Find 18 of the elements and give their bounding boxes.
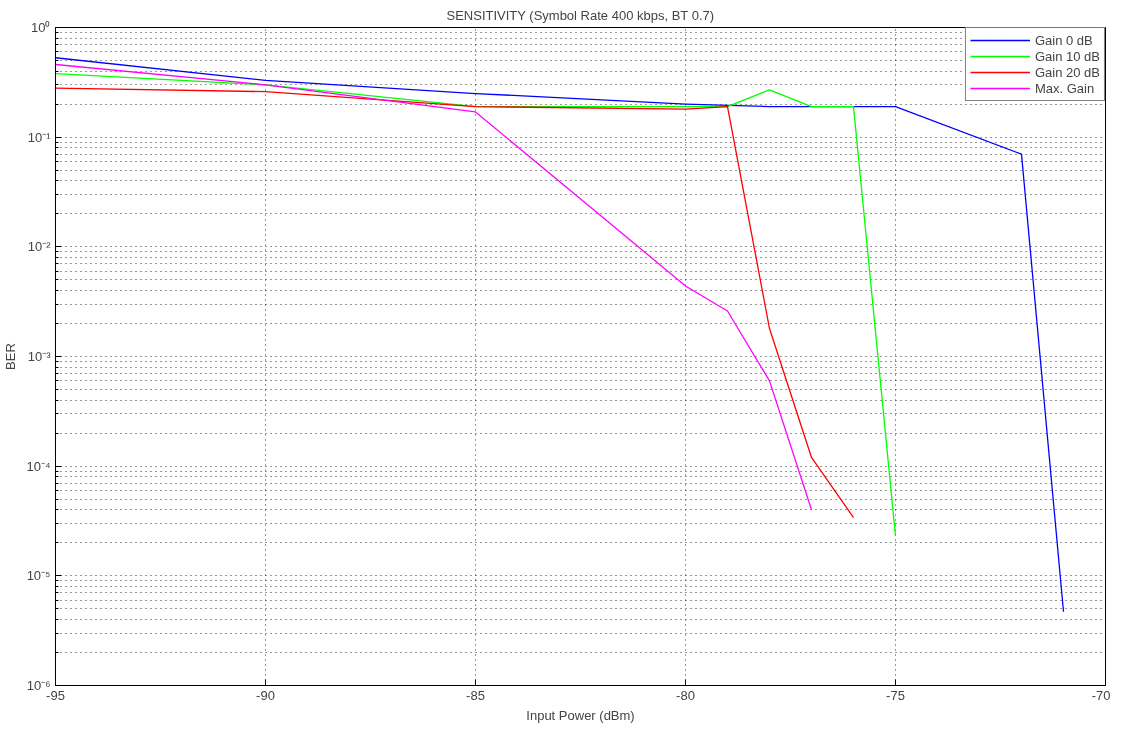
- x-tick-label: -85: [466, 687, 485, 703]
- y-axis-title: BER: [3, 343, 19, 370]
- y-tick-label: 10⁻⁴: [26, 458, 51, 474]
- legend-label: Gain 20 dB: [1034, 64, 1100, 80]
- x-tick-label: -75: [886, 687, 905, 703]
- x-tick-label: -80: [676, 687, 695, 703]
- legend-label: Max. Gain: [1034, 80, 1095, 96]
- legend-label: Gain 10 dB: [1034, 48, 1100, 64]
- y-tick-label: 10⁰: [31, 20, 51, 35]
- x-axis-title: Input Power (dBm): [526, 707, 635, 723]
- legend-label: Gain 0 dB: [1034, 32, 1093, 48]
- y-tick-label: 10⁻⁵: [26, 568, 51, 584]
- y-tick-label: 10⁻¹: [27, 129, 52, 145]
- y-tick-label: 10⁻³: [27, 349, 52, 364]
- y-tick-label: 10⁻²: [27, 239, 52, 255]
- x-tick-label: -70: [1091, 687, 1111, 703]
- x-tick-label: -90: [256, 687, 275, 703]
- chart-title: SENSITIVITY (Symbol Rate 400 kbps, BT 0.7): [446, 7, 715, 23]
